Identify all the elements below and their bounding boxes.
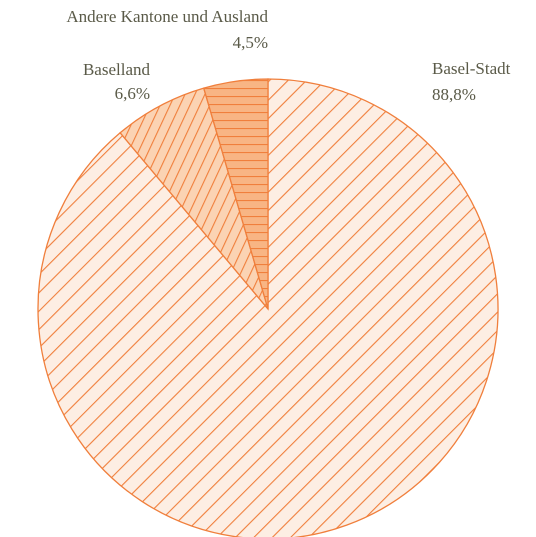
slice-label: Basel-Stadt <box>432 59 511 78</box>
slice-value-label: 88,8% <box>432 85 476 104</box>
pie-slice <box>37 78 499 537</box>
slice-label: Andere Kantone und Ausland <box>66 7 268 26</box>
slice-label: Baselland <box>83 60 151 79</box>
slice-value-label: 4,5% <box>233 33 268 52</box>
pie-slice <box>202 78 269 310</box>
slice-value-label: 6,6% <box>115 84 150 103</box>
